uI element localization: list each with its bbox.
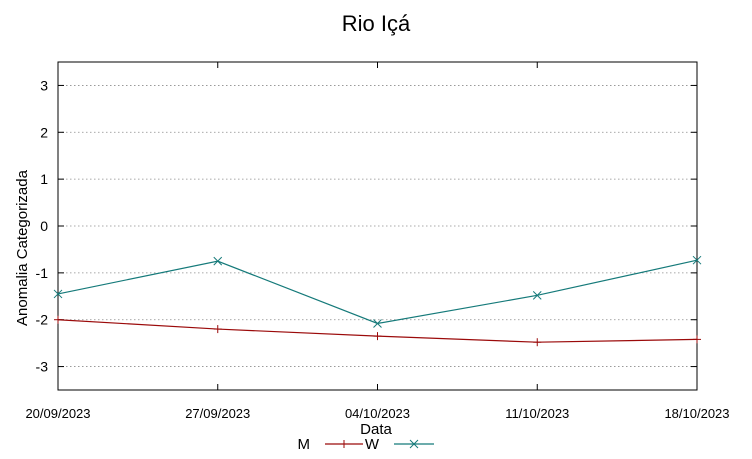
legend-label-M: M [298, 436, 311, 453]
x-axis-ticks: 20/09/2023 27/09/2023 04/10/2023 11/10/2023… [25, 62, 730, 421]
y-tick-label: 0 [40, 218, 48, 234]
y-axis-ticks: 3 2 1 0 -1 -2 -3 [36, 77, 697, 375]
data-point [54, 315, 62, 324]
x-tick-label: 20/09/2023 [25, 406, 90, 421]
x-tick-label: 18/10/2023 [664, 406, 729, 421]
series-line-W [57, 259, 698, 325]
data-point [693, 335, 701, 344]
y-tick-label: -1 [36, 265, 49, 281]
data-point [692, 255, 702, 265]
y-tick-label: 1 [40, 171, 48, 187]
data-point [532, 290, 542, 300]
y-tick-label: 2 [40, 124, 48, 140]
y-axis-label: Anomalia Categorizada [14, 169, 31, 326]
chart-title: Rio Içá [342, 11, 411, 36]
data-point [213, 325, 222, 334]
legend-label-W: W [365, 436, 380, 453]
data-point [53, 289, 63, 299]
series-group [53, 255, 702, 347]
grid-lines [58, 85, 697, 367]
data-point [373, 332, 382, 341]
x-axis-label: Data [360, 421, 392, 438]
data-point [533, 338, 542, 347]
x-tick-label: 27/09/2023 [185, 406, 250, 421]
x-tick-label: 11/10/2023 [505, 406, 569, 421]
y-tick-label: -2 [36, 312, 49, 328]
data-point [213, 256, 223, 266]
y-tick-label: -3 [36, 359, 49, 375]
x-tick-label: 04/10/2023 [345, 406, 410, 421]
y-tick-label: 3 [40, 77, 48, 93]
data-point [373, 319, 382, 328]
data-point [409, 439, 419, 449]
data-point [340, 440, 348, 448]
